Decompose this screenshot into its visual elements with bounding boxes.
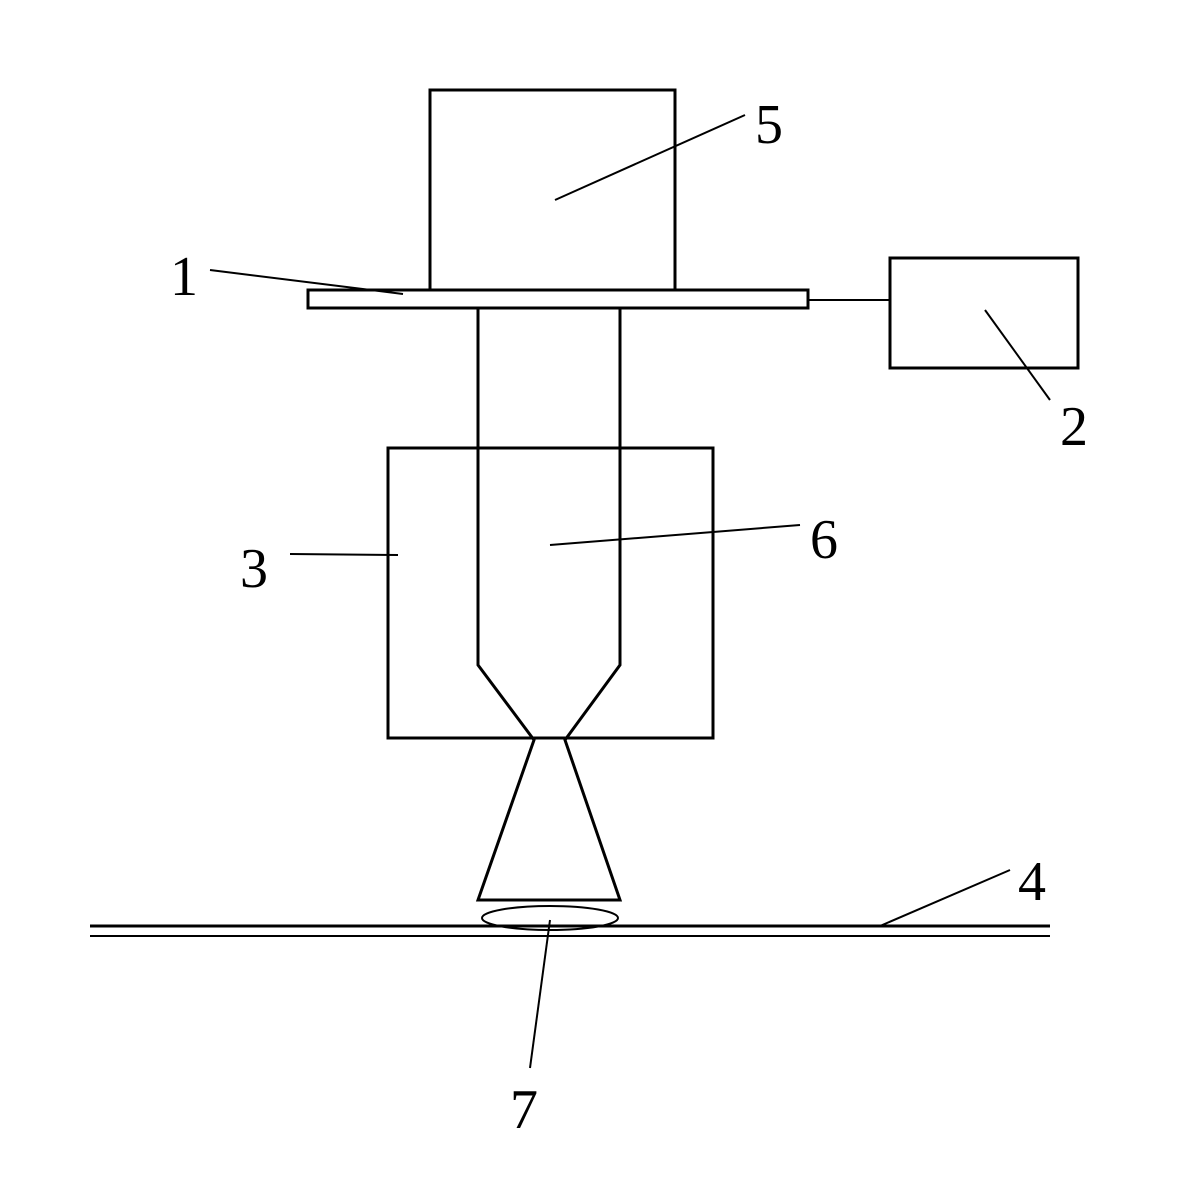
channel-outline — [478, 308, 620, 900]
label-7: 7 — [510, 1078, 538, 1142]
label-3: 3 — [240, 537, 268, 601]
label-5: 5 — [755, 93, 783, 157]
leader-7 — [530, 920, 550, 1068]
leader-2 — [985, 310, 1050, 400]
mid-block — [388, 448, 713, 738]
label-2: 2 — [1060, 395, 1088, 459]
leader-4 — [880, 870, 1010, 926]
label-4: 4 — [1018, 850, 1046, 914]
side-box — [890, 258, 1078, 368]
schematic-diagram — [0, 0, 1195, 1204]
top-block — [430, 90, 675, 290]
leader-5 — [555, 115, 745, 200]
label-1: 1 — [170, 245, 198, 309]
leader-6 — [550, 525, 800, 545]
platform-bar — [308, 290, 808, 308]
label-6: 6 — [810, 508, 838, 572]
leader-3 — [290, 554, 398, 555]
